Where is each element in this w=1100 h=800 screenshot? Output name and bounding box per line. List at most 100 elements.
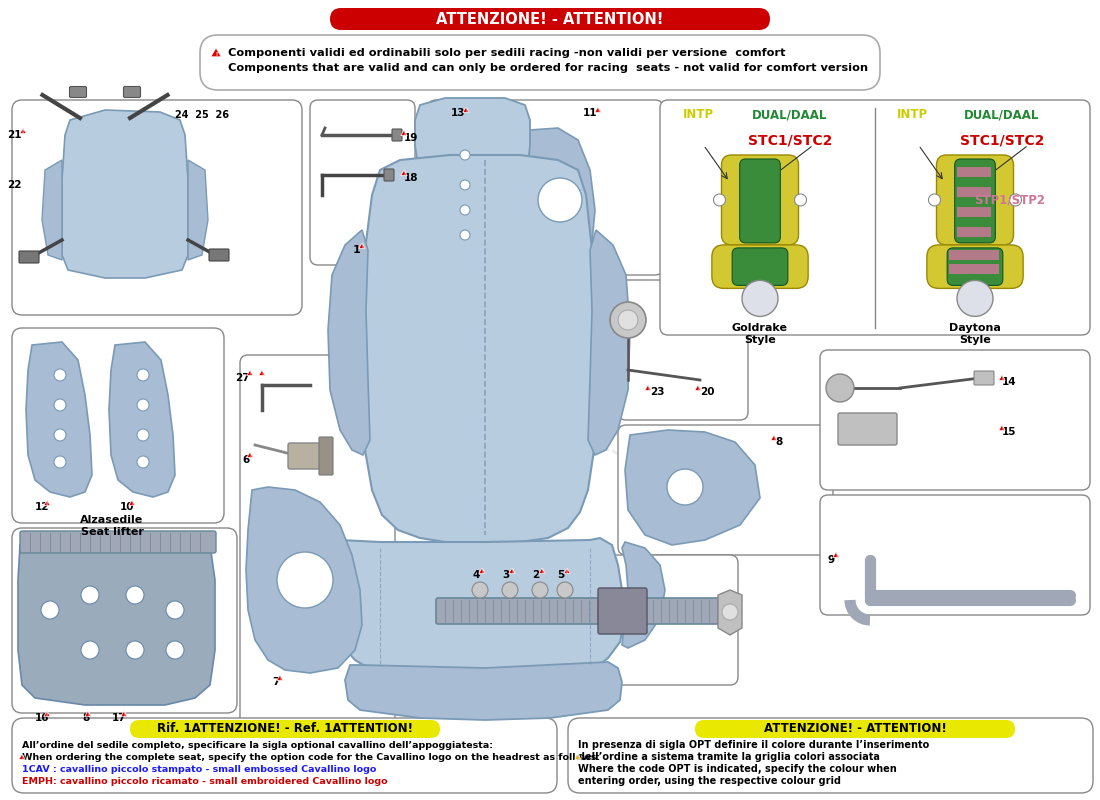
Circle shape [714,194,726,206]
Text: 16: 16 [35,713,50,723]
Text: Componenti validi ed ordinabili solo per sedili racing -non validi per versione : Componenti validi ed ordinabili solo per… [228,48,785,58]
FancyBboxPatch shape [123,86,141,98]
Text: Style: Style [744,335,775,345]
Text: In presenza di sigla OPT definire il colore durante l’inserimento: In presenza di sigla OPT definire il col… [578,740,930,750]
Text: STC1/STC2: STC1/STC2 [748,133,833,147]
Text: 19: 19 [404,133,418,143]
Circle shape [472,582,488,598]
Polygon shape [957,167,991,177]
Text: 23: 23 [650,387,664,397]
Polygon shape [129,500,135,506]
Circle shape [957,280,993,316]
Circle shape [41,601,59,619]
Text: Components that are valid and can only be ordered for racing  seats - not valid : Components that are valid and can only b… [228,63,868,73]
FancyBboxPatch shape [568,718,1093,793]
Polygon shape [645,385,651,390]
Text: INTP: INTP [896,109,927,122]
Circle shape [742,280,778,316]
Text: All’ordine del sedile completo, specificare la sigla optional cavallino dell’app: All’ordine del sedile completo, specific… [22,741,493,750]
Text: custom for parts.me.ag: custom for parts.me.ag [345,331,755,509]
Text: 4: 4 [472,570,480,580]
Text: Alzasedile: Alzasedile [80,515,144,525]
Polygon shape [695,385,702,390]
FancyBboxPatch shape [384,169,394,181]
Polygon shape [42,160,62,260]
Circle shape [618,310,638,330]
Polygon shape [20,128,26,134]
FancyBboxPatch shape [838,413,896,445]
Text: 18: 18 [404,173,418,183]
Circle shape [460,230,470,240]
FancyBboxPatch shape [598,588,647,634]
FancyBboxPatch shape [288,443,327,469]
Text: !: ! [261,371,263,376]
Text: !: ! [46,712,48,718]
FancyBboxPatch shape [12,718,557,793]
Polygon shape [258,370,265,375]
Text: !: ! [403,171,405,176]
FancyBboxPatch shape [955,159,996,243]
Text: INTP: INTP [682,109,714,122]
Polygon shape [999,375,1005,381]
Text: !: ! [510,570,513,574]
Polygon shape [949,264,999,274]
Text: !: ! [697,386,700,391]
Text: !: ! [1001,376,1003,382]
Text: !: ! [214,51,217,57]
Polygon shape [246,370,253,375]
Text: entering order, using the respective colour grid: entering order, using the respective col… [578,776,842,786]
Text: !: ! [1001,426,1003,431]
Circle shape [54,369,66,381]
Polygon shape [19,754,25,759]
Text: !: ! [576,755,579,760]
Polygon shape [833,552,839,558]
Circle shape [1010,194,1022,206]
Circle shape [277,552,333,608]
FancyBboxPatch shape [209,249,229,261]
Text: Style: Style [959,335,991,345]
FancyBboxPatch shape [820,495,1090,615]
Polygon shape [574,754,581,759]
FancyBboxPatch shape [947,248,1003,286]
Polygon shape [85,711,91,717]
Text: !: ! [597,108,600,114]
Circle shape [794,194,806,206]
Text: 5: 5 [558,570,564,580]
Text: dell’ordine a sistema tramite la griglia colori associata: dell’ordine a sistema tramite la griglia… [578,752,880,762]
Text: STC1/STC2: STC1/STC2 [960,133,1044,147]
Polygon shape [62,110,188,278]
Text: 6: 6 [243,455,250,465]
Circle shape [460,205,470,215]
Text: 2: 2 [532,570,540,580]
Text: 11: 11 [583,108,597,118]
Polygon shape [588,230,630,455]
Text: 14: 14 [1002,377,1016,387]
FancyBboxPatch shape [936,155,1013,245]
Text: 3: 3 [503,570,509,580]
Circle shape [166,641,184,659]
Polygon shape [18,535,214,705]
Polygon shape [26,342,92,497]
FancyBboxPatch shape [722,155,799,245]
FancyBboxPatch shape [618,280,748,420]
Polygon shape [563,568,570,574]
Circle shape [460,180,470,190]
Text: !: ! [647,386,649,391]
Circle shape [138,429,148,441]
FancyBboxPatch shape [820,350,1090,490]
Polygon shape [539,568,546,574]
Circle shape [722,604,738,620]
Polygon shape [949,250,999,260]
Text: !: ! [249,454,251,458]
FancyBboxPatch shape [927,245,1023,288]
Text: 8: 8 [82,713,89,723]
Polygon shape [595,107,602,113]
Text: !: ! [279,676,282,682]
FancyBboxPatch shape [12,528,236,713]
Polygon shape [328,230,370,455]
Polygon shape [524,128,595,260]
Polygon shape [415,98,530,188]
Circle shape [126,641,144,659]
FancyBboxPatch shape [310,100,415,265]
Circle shape [166,601,184,619]
